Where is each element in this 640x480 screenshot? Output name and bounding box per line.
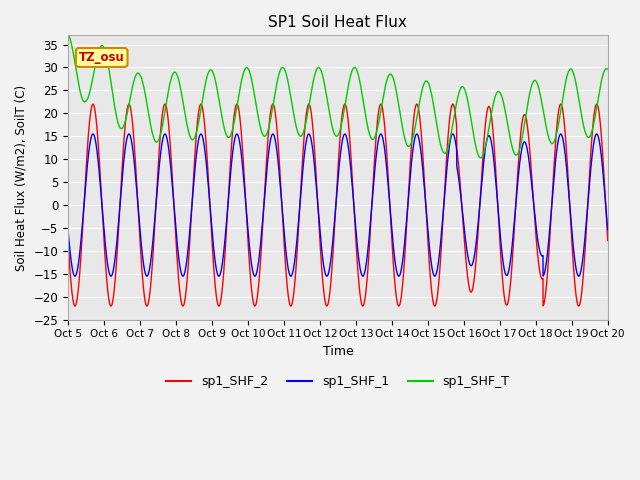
sp1_SHF_2 [162,103,170,109]
Y-axis label: Soil Heat Flux (W/m2), SoilT (C): Soil Heat Flux (W/m2), SoilT (C) [15,84,28,271]
sp1_SHF_T [604,67,612,72]
sp1_SHF_1 [431,273,438,279]
sp1_SHF_1 [467,263,475,269]
sp1_SHF_2 [233,101,241,107]
sp1_SHF_T [162,102,170,108]
sp1_SHF_1 [388,227,396,232]
sp1_SHF_T [508,143,516,149]
sp1_SHF_1 [64,227,72,233]
sp1_SHF_2 [415,109,423,115]
sp1_SHF_1 [508,244,516,250]
sp1_SHF_2 [271,105,278,110]
sp1_SHF_T [467,115,475,120]
X-axis label: Time: Time [323,345,353,358]
Legend: sp1_SHF_2, sp1_SHF_1, sp1_SHF_T: sp1_SHF_2, sp1_SHF_1, sp1_SHF_T [161,370,515,393]
sp1_SHF_1 [233,131,241,137]
sp1_SHF_1 [271,133,278,139]
sp1_SHF_2 [508,262,516,268]
Line: sp1_SHF_T: sp1_SHF_T [68,34,608,158]
sp1_SHF_T [271,95,278,101]
Title: SP1 Soil Heat Flux: SP1 Soil Heat Flux [268,15,407,30]
sp1_SHF_T [388,72,396,78]
sp1_SHF_1 [415,137,423,143]
Text: TZ_osu: TZ_osu [79,51,125,64]
sp1_SHF_2 [64,238,72,243]
sp1_SHF_2 [467,289,475,295]
sp1_SHF_T [477,155,484,161]
sp1_SHF_2 [388,237,396,243]
sp1_SHF_1 [604,227,612,233]
Line: sp1_SHF_1: sp1_SHF_1 [68,134,608,276]
Line: sp1_SHF_2: sp1_SHF_2 [68,104,608,306]
sp1_SHF_T [415,102,423,108]
sp1_SHF_1 [162,132,170,138]
sp1_SHF_2 [431,303,438,309]
sp1_SHF_2 [604,238,612,243]
sp1_SHF_T [64,31,72,37]
